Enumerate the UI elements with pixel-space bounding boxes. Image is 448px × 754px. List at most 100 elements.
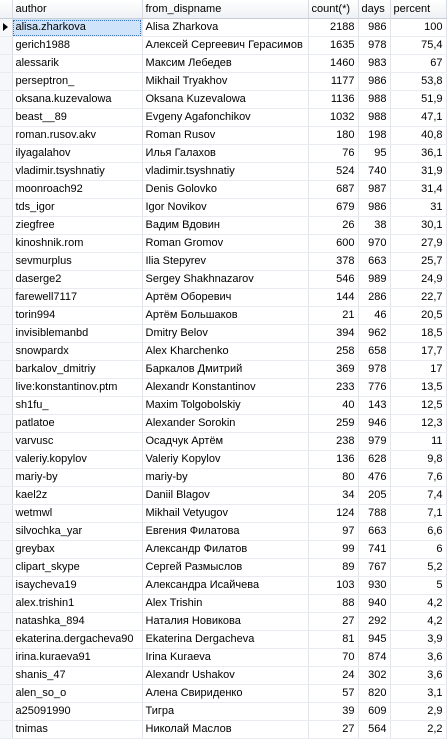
column-header-count[interactable]: count(*): [308, 0, 359, 19]
row-indicator[interactable]: [0, 18, 13, 37]
table-row[interactable]: moonroach92 Denis Golovko 687 987 31,4: [0, 180, 447, 199]
row-indicator[interactable]: [0, 72, 13, 91]
author-cell[interactable]: patlatoe: [12, 414, 143, 433]
percent-cell[interactable]: 7,4: [390, 486, 447, 505]
table-row[interactable]: roman.rusov.akv Roman Rusov 180 198 40,8: [0, 126, 447, 145]
dispname-cell[interactable]: Maxim Tolgobolskiy: [142, 396, 309, 415]
dispname-cell[interactable]: Артём Большаков: [142, 306, 309, 325]
dispname-cell[interactable]: Alexandr Konstantinov: [142, 378, 309, 397]
table-row[interactable]: alen_so_o Алена Свириденко 57 820 3,1: [0, 684, 447, 703]
dispname-cell[interactable]: Сергей Размыслов: [142, 558, 309, 577]
percent-cell[interactable]: 20,5: [390, 306, 447, 325]
percent-cell[interactable]: 6: [390, 540, 447, 559]
table-row[interactable]: alex.trishin1 Alex Trishin 88 940 4,2: [0, 594, 447, 613]
dispname-cell[interactable]: Илья Галахов: [142, 144, 309, 163]
author-cell[interactable]: mariy-by: [12, 468, 143, 487]
days-cell[interactable]: 286: [358, 288, 391, 307]
days-cell[interactable]: 988: [358, 108, 391, 127]
row-indicator[interactable]: [0, 180, 13, 199]
dispname-cell[interactable]: Ekaterina Dergacheva: [142, 630, 309, 649]
table-row[interactable]: ziegfree Вадим Вдовин 26 38 30,1: [0, 216, 447, 235]
row-indicator[interactable]: [0, 558, 13, 577]
dispname-cell[interactable]: Alexandr Ushakov: [142, 666, 309, 685]
column-header-author[interactable]: author: [12, 0, 143, 19]
author-cell[interactable]: torin994: [12, 306, 143, 325]
table-row[interactable]: beast__89 Evgeny Agafonchikov 1032 988 47,1: [0, 108, 447, 127]
row-indicator[interactable]: [0, 342, 13, 361]
percent-cell[interactable]: 31,9: [390, 162, 447, 181]
table-row[interactable]: ekaterina.dergacheva90 Ekaterina Dergache…: [0, 630, 447, 649]
percent-cell[interactable]: 17,7: [390, 342, 447, 361]
percent-cell[interactable]: 24,9: [390, 270, 447, 289]
percent-cell[interactable]: 67: [390, 54, 447, 73]
row-indicator[interactable]: [0, 234, 13, 253]
table-row[interactable]: snowpardx Alex Kharchenko 258 658 17,7: [0, 342, 447, 361]
days-cell[interactable]: 788: [358, 504, 391, 523]
dispname-cell[interactable]: Alex Kharchenko: [142, 342, 309, 361]
count-cell[interactable]: 1177: [308, 72, 359, 91]
count-cell[interactable]: 27: [308, 720, 359, 739]
count-cell[interactable]: 97: [308, 522, 359, 541]
table-row[interactable]: kael2z Daniil Blagov 34 205 7,4: [0, 486, 447, 505]
count-cell[interactable]: 1032: [308, 108, 359, 127]
count-cell[interactable]: 80: [308, 468, 359, 487]
column-header-days[interactable]: days: [358, 0, 391, 19]
row-indicator[interactable]: [0, 162, 13, 181]
table-row[interactable]: invisiblemanbd Dmitry Belov 394 962 18,5: [0, 324, 447, 343]
dispname-cell[interactable]: Наталия Новикова: [142, 612, 309, 631]
percent-cell[interactable]: 3,6: [390, 648, 447, 667]
row-indicator[interactable]: [0, 684, 13, 703]
row-indicator[interactable]: [0, 396, 13, 415]
percent-cell[interactable]: 31: [390, 198, 447, 217]
dispname-cell[interactable]: Denis Golovko: [142, 180, 309, 199]
dispname-cell[interactable]: Roman Rusov: [142, 126, 309, 145]
author-cell[interactable]: live:konstantinov.ptm: [12, 378, 143, 397]
row-indicator[interactable]: [0, 54, 13, 73]
row-indicator[interactable]: [0, 198, 13, 217]
dispname-cell[interactable]: Dmitry Belov: [142, 324, 309, 343]
count-cell[interactable]: 21: [308, 306, 359, 325]
table-row[interactable]: perseptron_ Mikhail Tryakhov 1177 986 53,8: [0, 72, 447, 91]
days-cell[interactable]: 95: [358, 144, 391, 163]
author-cell[interactable]: alisa.zharkova: [12, 18, 143, 37]
count-cell[interactable]: 40: [308, 396, 359, 415]
percent-cell[interactable]: 31,4: [390, 180, 447, 199]
row-indicator[interactable]: [0, 666, 13, 685]
percent-cell[interactable]: 25,7: [390, 252, 447, 271]
row-indicator[interactable]: [0, 288, 13, 307]
table-row[interactable]: silvochka_yar Евгения Филатова 97 663 6,6: [0, 522, 447, 541]
table-row[interactable]: varvusc Осадчук Артём 238 979 11: [0, 432, 447, 451]
author-cell[interactable]: daserge2: [12, 270, 143, 289]
days-cell[interactable]: 978: [358, 36, 391, 55]
author-cell[interactable]: barkalov_dmitriy: [12, 360, 143, 379]
author-cell[interactable]: oksana.kuzevalowa: [12, 90, 143, 109]
days-cell[interactable]: 988: [358, 90, 391, 109]
percent-cell[interactable]: 7,1: [390, 504, 447, 523]
days-cell[interactable]: 628: [358, 450, 391, 469]
percent-cell[interactable]: 2,9: [390, 702, 447, 721]
percent-cell[interactable]: 11: [390, 432, 447, 451]
author-cell[interactable]: shanis_47: [12, 666, 143, 685]
row-indicator[interactable]: [0, 360, 13, 379]
count-cell[interactable]: 39: [308, 702, 359, 721]
row-indicator[interactable]: [0, 450, 13, 469]
count-cell[interactable]: 26: [308, 216, 359, 235]
count-cell[interactable]: 378: [308, 252, 359, 271]
table-row[interactable]: valeriy.kopylov Valeriy Kopylov 136 628 9,8: [0, 450, 447, 469]
author-cell[interactable]: invisiblemanbd: [12, 324, 143, 343]
dispname-cell[interactable]: Alex Trishin: [142, 594, 309, 613]
count-cell[interactable]: 394: [308, 324, 359, 343]
days-cell[interactable]: 946: [358, 414, 391, 433]
days-cell[interactable]: 564: [358, 720, 391, 739]
count-cell[interactable]: 89: [308, 558, 359, 577]
count-cell[interactable]: 99: [308, 540, 359, 559]
author-cell[interactable]: sevmurplus: [12, 252, 143, 271]
count-cell[interactable]: 136: [308, 450, 359, 469]
count-cell[interactable]: 34: [308, 486, 359, 505]
table-row[interactable]: patlatoe Alexander Sorokin 259 946 12,3: [0, 414, 447, 433]
dispname-cell[interactable]: Mikhail Vetyugov: [142, 504, 309, 523]
percent-cell[interactable]: 7,6: [390, 468, 447, 487]
row-indicator[interactable]: [0, 270, 13, 289]
author-cell[interactable]: beast__89: [12, 108, 143, 127]
